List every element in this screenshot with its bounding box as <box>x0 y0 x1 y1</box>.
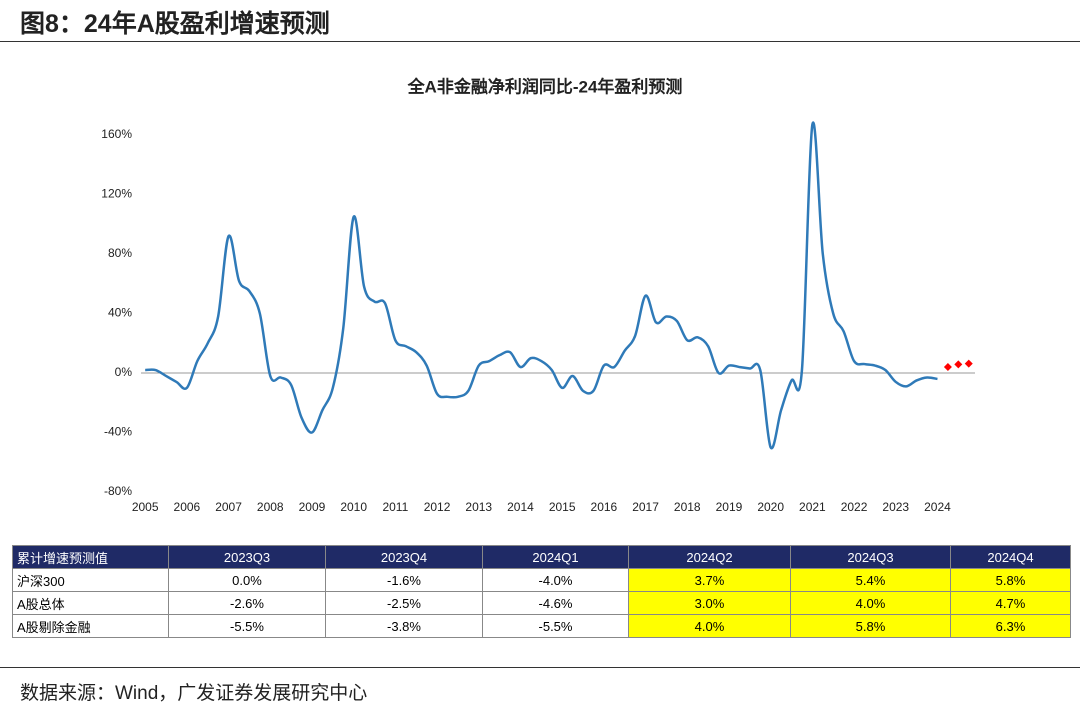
y-tick-label: 80% <box>108 246 132 260</box>
x-tick-label: 2024 <box>924 500 951 514</box>
forecast-point <box>943 363 952 372</box>
x-tick-label: 2011 <box>382 500 408 514</box>
header-cell: 2024Q2 <box>628 545 791 569</box>
table-cell: -5.5% <box>168 614 326 638</box>
table-cell: 0.0% <box>168 568 326 592</box>
chart: 全A非金融净利润同比-24年盈利预测 -80% -40% 0% 40% 80% 120% 1… <box>101 76 975 514</box>
table-cell: 5.8% <box>950 568 1071 592</box>
table-cell: 4.0% <box>628 614 791 638</box>
table-row: A股总体 -2.6% -2.5% -4.6% 3.0% 4.0% 4.7% <box>12 591 1071 615</box>
x-tick-label: 2006 <box>174 500 201 514</box>
figure-title: 图8：24年A股盈利增速预测 <box>20 10 330 38</box>
table-cell: -3.8% <box>325 614 483 638</box>
table-row: 沪深300 0.0% -1.6% -4.0% 3.7% 5.4% 5.8% <box>12 568 1071 592</box>
header-cell: 2024Q3 <box>790 545 951 569</box>
y-tick-label: 160% <box>101 127 132 141</box>
table-cell: 4.7% <box>950 591 1071 615</box>
x-tick-label: 2007 <box>215 500 242 514</box>
header-cell: 2023Q4 <box>325 545 483 569</box>
table-row: A股剔除金融 -5.5% -3.8% -5.5% 4.0% 5.8% 6.3% <box>12 614 1071 638</box>
x-tick-label: 2010 <box>340 500 367 514</box>
table-cell: -1.6% <box>325 568 483 592</box>
x-tick-label: 2023 <box>882 500 909 514</box>
table-cell: 4.0% <box>790 591 951 615</box>
table-cell: 3.7% <box>628 568 791 592</box>
chart-title: 全A非金融净利润同比-24年盈利预测 <box>407 76 683 96</box>
x-tick-label: 2009 <box>299 500 326 514</box>
x-tick-label: 2013 <box>465 500 492 514</box>
x-tick-label: 2005 <box>132 500 159 514</box>
table-cell: -5.5% <box>482 614 629 638</box>
y-tick-label: 40% <box>108 306 132 320</box>
header-cell: 累计增速预测值 <box>12 545 169 569</box>
table-cell: 3.0% <box>628 591 791 615</box>
table-cell: 5.4% <box>790 568 951 592</box>
table-cell: -2.6% <box>168 591 326 615</box>
header-cell: 2023Q3 <box>168 545 326 569</box>
header-cell: 2024Q1 <box>482 545 629 569</box>
x-tick-label: 2021 <box>799 500 826 514</box>
forecast-point <box>954 360 963 369</box>
series-line <box>145 121 938 450</box>
x-tick-label: 2017 <box>632 500 659 514</box>
source: 数据来源：Wind，广发证券发展研究中心 <box>20 683 368 704</box>
table-cell: 6.3% <box>950 614 1071 638</box>
x-tick-label: 2019 <box>716 500 743 514</box>
table-cell: 5.8% <box>790 614 951 638</box>
x-tick-label: 2022 <box>841 500 868 514</box>
x-tick-label: 2012 <box>424 500 451 514</box>
x-tick-label: 2016 <box>591 500 618 514</box>
header-row: 累计增速预测值 2023Q3 2023Q4 2024Q1 2024Q2 2024Q3 202… <box>12 545 1071 569</box>
table-cell: -4.6% <box>482 591 629 615</box>
rule <box>0 667 1080 668</box>
y-tick-label: 120% <box>101 187 132 201</box>
table-cell: -2.5% <box>325 591 483 615</box>
x-tick-label: 2018 <box>674 500 701 514</box>
y-tick-label: 0% <box>115 365 133 379</box>
y-tick-label: -40% <box>104 425 132 439</box>
header-cell: 2024Q4 <box>950 545 1071 569</box>
forecast-table: 累计增速预测值 2023Q3 2023Q4 2024Q1 2024Q2 2024Q3 202… <box>12 545 1071 638</box>
rule <box>0 41 1080 42</box>
table-cell: A股剔除金融 <box>12 614 169 638</box>
x-tick-label: 2014 <box>507 500 534 514</box>
y-tick-label: -80% <box>104 484 132 498</box>
table-cell: -4.0% <box>482 568 629 592</box>
table-cell: A股总体 <box>12 591 169 615</box>
forecast-point <box>964 359 973 368</box>
table-cell: 沪深300 <box>12 568 169 592</box>
x-tick-label: 2020 <box>757 500 784 514</box>
x-tick-label: 2008 <box>257 500 284 514</box>
x-tick-label: 2015 <box>549 500 576 514</box>
